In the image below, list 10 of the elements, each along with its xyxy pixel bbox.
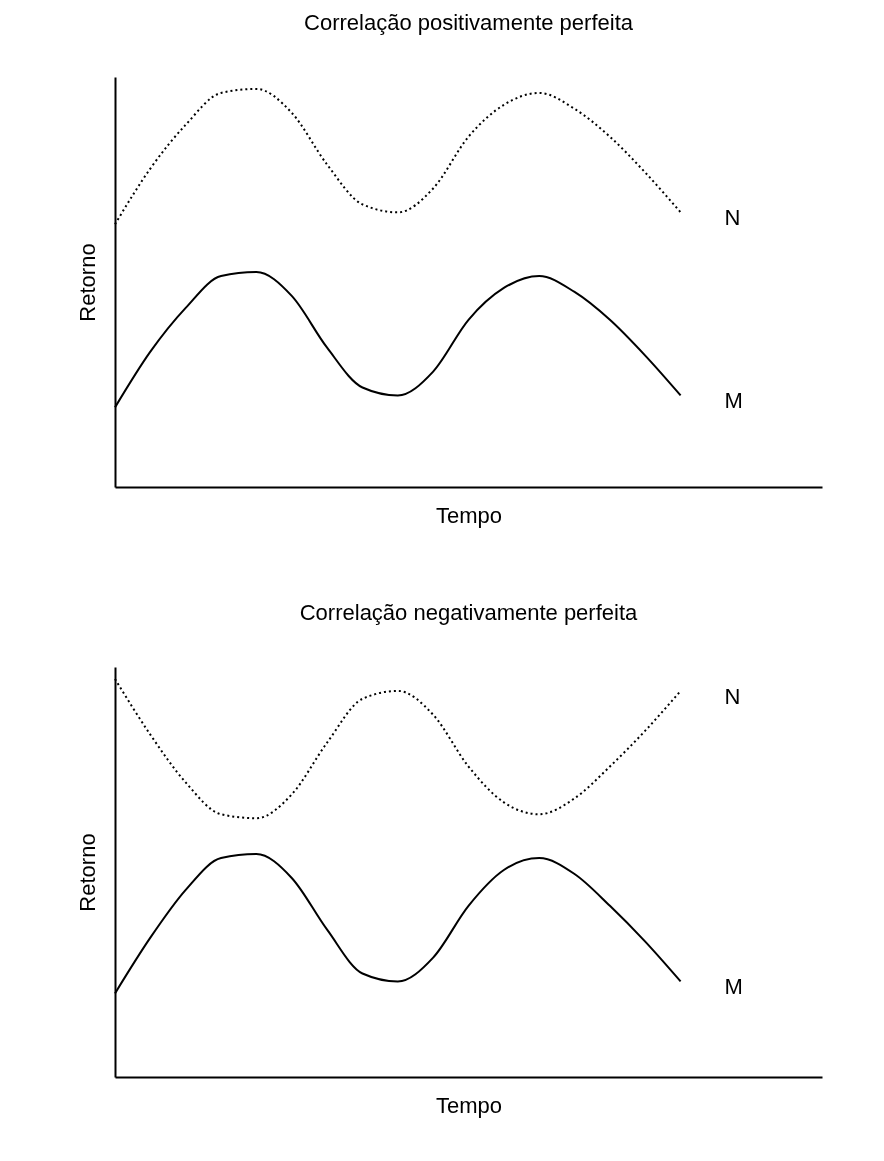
text: M (724, 974, 743, 1000)
chart-title: Correlação negativamente perfeita (299, 600, 639, 625)
text: N (724, 205, 741, 231)
x-axis-title: Tempo (435, 1092, 503, 1118)
y-axis-title: Retorno (74, 243, 100, 322)
text: M (724, 388, 743, 414)
text: N (724, 683, 741, 709)
chart-title: Correlação positivamente perfeita (304, 10, 634, 35)
y-axis-title: Retorno (74, 833, 100, 912)
x-axis-title: Tempo (435, 502, 503, 528)
